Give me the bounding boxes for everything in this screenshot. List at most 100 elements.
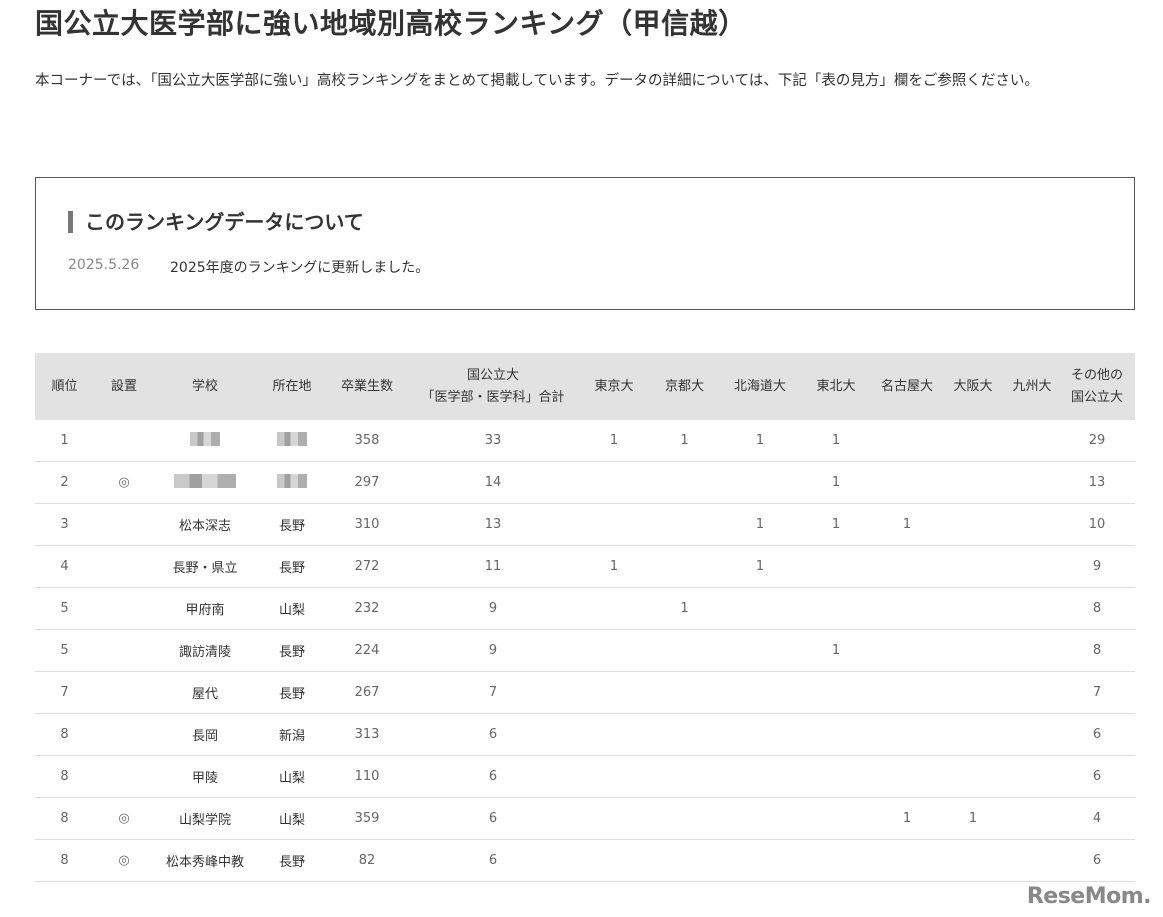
table-cell: 5 [35,629,94,672]
table-cell [721,461,799,504]
table-cell: 358 [328,420,406,462]
table-cell: 82 [328,839,406,882]
table-cell: 1 [721,503,799,546]
table-row: 8 ◎ 松本秀峰中教 長野 82 6 6 [35,839,1135,882]
table-cell: 5 [35,587,94,630]
table-cell: 1 [873,503,941,546]
table-cell [648,713,721,756]
table-cell [580,503,648,546]
table-cell [648,797,721,840]
table-cell: 1 [648,420,721,462]
table-cell [580,587,648,630]
table-row: 1 358 33 1 1 1 1 29 [35,420,1135,462]
table-cell [873,461,941,504]
table-cell [1005,671,1059,714]
table-cell: 長野・県立 [154,545,256,588]
table-cell: 長岡 [154,713,256,756]
table-cell: 10 [1059,503,1135,546]
table-cell [721,839,799,882]
table-cell: 松本深志 [154,503,256,546]
table-cell [941,461,1005,504]
table-cell: 6 [406,755,580,798]
table-cell [580,629,648,672]
table-cell: 272 [328,545,406,588]
table-row: 3 松本深志 長野 310 13 1 1 1 10 [35,503,1135,546]
table-cell [799,545,873,588]
table-cell: 6 [406,713,580,756]
table-cell [94,671,154,714]
table-cell [941,587,1005,630]
table-header: 順位 設置 学校 所在地 卒業生数 国公立大 「医学部・医学科」合計 東京大 京都大 北海道大東… [35,353,1135,420]
table-cell: 2 [35,461,94,504]
table-cell [94,587,154,630]
table-cell: 1 [799,629,873,672]
table-row: 8 甲陵 山梨 110 6 6 [35,755,1135,798]
column-header: 設置 [94,353,154,420]
table-cell [941,420,1005,462]
table-cell [94,629,154,672]
table-cell [1005,545,1059,588]
table-cell: 1 [580,420,648,462]
table-cell: ◎ [94,797,154,840]
table-cell [580,461,648,504]
table-cell [873,545,941,588]
table-cell: 松本秀峰中教 [154,839,256,882]
table-cell: 8 [1059,629,1135,672]
column-header: 九州大 [1005,353,1059,420]
table-cell [941,545,1005,588]
table-cell: 長野 [256,545,328,588]
column-header: 順位 [35,353,94,420]
table-cell: 11 [406,545,580,588]
table-cell: 甲府南 [154,587,256,630]
notice-date: 2025.5.26 [68,257,140,273]
table-cell [721,713,799,756]
column-header: 卒業生数 [328,353,406,420]
table-row: 5 甲府南 山梨 232 9 1 8 [35,587,1135,630]
table-cell: 長野 [256,671,328,714]
table-row: 4 長野・県立 長野 272 11 1 1 9 [35,545,1135,588]
table-cell: 6 [406,839,580,882]
table-cell: 224 [328,629,406,672]
table-cell [799,587,873,630]
table-cell: 8 [35,839,94,882]
table-cell: 1 [799,461,873,504]
table-cell [648,503,721,546]
table-cell: 長野 [256,503,328,546]
resemom-logo: ReseMom. [1026,884,1152,909]
table-cell: 7 [406,671,580,714]
table-cell [1005,629,1059,672]
table-cell [873,587,941,630]
column-header: 国公立大 「医学部・医学科」合計 [406,353,580,420]
table-cell [94,420,154,462]
page-title: 国公立大医学部に強い地域別高校ランキング（甲信越） [35,7,747,40]
table-cell [580,755,648,798]
table-cell: 1 [941,797,1005,840]
table-cell [1005,713,1059,756]
table-cell [941,629,1005,672]
column-header: 学校 [154,353,256,420]
table-cell [1005,587,1059,630]
table-row: 8 長岡 新潟 313 6 6 [35,713,1135,756]
column-header: 大阪大 [941,353,1005,420]
blurred-text [277,431,307,446]
table-cell: 3 [35,503,94,546]
table-cell: 山梨 [256,587,328,630]
column-header: 東北大 [799,353,873,420]
notice-message: 2025年度のランキングに更新しました。 [170,260,430,276]
table-cell [1005,503,1059,546]
column-header: その他の 国公立大 [1059,353,1135,420]
table-cell [648,461,721,504]
table-cell: 8 [35,713,94,756]
table-cell [721,629,799,672]
table-cell: 1 [648,587,721,630]
table-cell [721,797,799,840]
table-cell: 長野 [256,839,328,882]
table-cell [648,629,721,672]
table-cell [94,755,154,798]
table-cell [648,671,721,714]
table-row: 7 屋代 長野 267 7 7 [35,671,1135,714]
table-cell [941,713,1005,756]
table-cell: 7 [1059,671,1135,714]
notice-box: このランキングデータについて 2025.5.26 2025年度のランキングに更新… [35,177,1135,310]
table-cell: 6 [406,797,580,840]
